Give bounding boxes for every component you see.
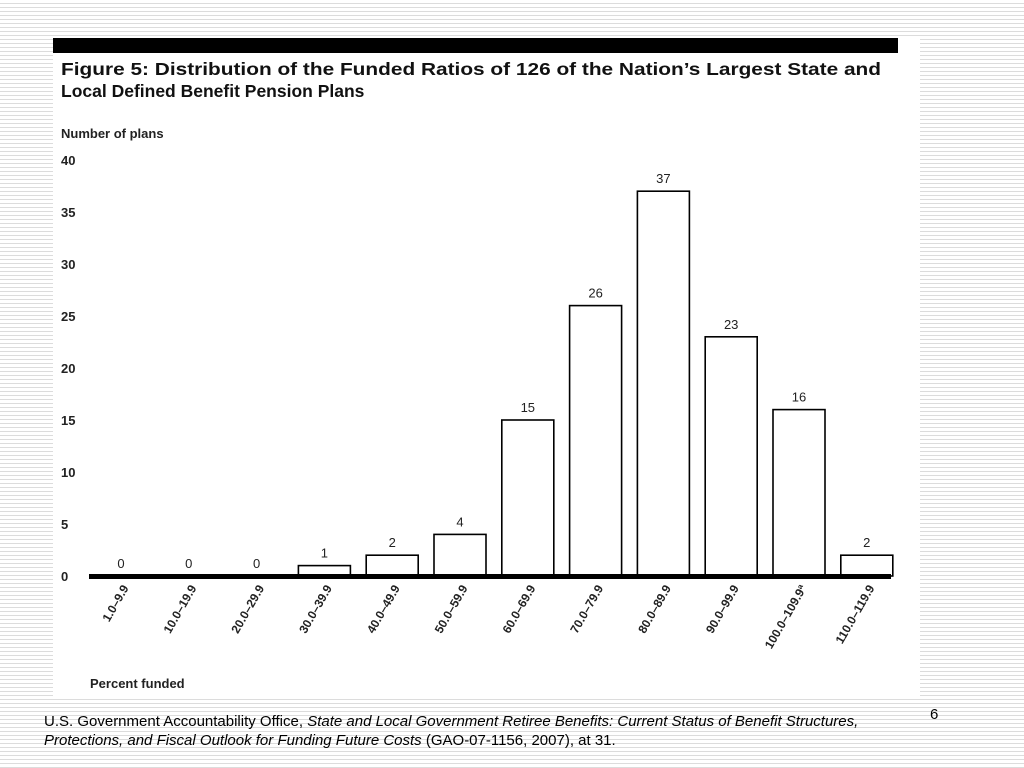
y-tick-label: 20 bbox=[61, 361, 75, 376]
x-axis-ticks: 1.0–9.9 10.0–19.9 20.0–29.9 30.0–39.9 40.0–4… bbox=[99, 582, 877, 651]
bar bbox=[636, 190, 691, 577]
bar bbox=[433, 533, 487, 577]
y-tick-label: 30 bbox=[61, 257, 75, 272]
bar bbox=[772, 408, 826, 577]
bar bbox=[839, 554, 894, 577]
y-tick-label: 25 bbox=[61, 309, 75, 324]
bar bbox=[704, 335, 759, 577]
citation-title: State and Local Government Retiree Benef… bbox=[44, 713, 859, 749]
x-tick-label: 20.0–29.9 bbox=[228, 582, 267, 636]
x-tick-label: 30.0–39.9 bbox=[296, 582, 335, 636]
bar-value-label: 15 bbox=[521, 400, 535, 415]
x-tick-label: 10.0–19.9 bbox=[161, 582, 200, 636]
x-tick-label: 50.0–59.9 bbox=[432, 582, 471, 636]
bar-series bbox=[297, 190, 894, 577]
bar-value-label: 26 bbox=[588, 286, 602, 301]
y-tick-label: 5 bbox=[61, 517, 68, 532]
y-tick-label: 35 bbox=[61, 205, 75, 220]
x-tick-label: 60.0–69.9 bbox=[500, 582, 539, 636]
figure-panel bbox=[53, 38, 920, 698]
y-tick-label: 10 bbox=[61, 465, 75, 480]
y-tick-label: 40 bbox=[61, 153, 75, 168]
y-axis-label: Number of plans bbox=[61, 126, 164, 141]
chart-title-line-2: Local Defined Benefit Pension Plans bbox=[61, 81, 365, 101]
x-tick-label: 100.0–109.9ª bbox=[762, 582, 810, 651]
bar bbox=[365, 554, 420, 577]
bar-value-label: 2 bbox=[389, 535, 396, 550]
x-tick-label: 70.0–79.9 bbox=[567, 582, 606, 636]
y-axis-ticks: 0 5 10 15 20 25 30 35 40 bbox=[61, 153, 75, 584]
bar-value-label: 0 bbox=[185, 556, 192, 571]
chart-title-line-1: Figure 5: Distribution of the Funded Rat… bbox=[61, 59, 881, 79]
bar-value-labels: 0 0 0 1 2 4 15 26 37 23 16 2 bbox=[117, 171, 870, 571]
bar-value-label: 0 bbox=[117, 556, 124, 571]
bar-value-label: 23 bbox=[724, 317, 738, 332]
bar-value-label: 0 bbox=[253, 556, 260, 571]
bar bbox=[568, 304, 623, 577]
bar-value-label: 16 bbox=[792, 390, 806, 405]
x-axis-baseline bbox=[89, 574, 891, 579]
slide-number: 6 bbox=[930, 706, 939, 723]
x-tick-label: 80.0–89.9 bbox=[635, 582, 674, 636]
x-tick-label: 90.0–99.9 bbox=[703, 582, 742, 636]
bar bbox=[500, 419, 555, 577]
citation-suffix: (GAO-07-1156, 2007), at 31. bbox=[421, 732, 616, 749]
bar-value-label: 1 bbox=[321, 546, 328, 561]
source-citation: U.S. Government Accountability Office, S… bbox=[44, 712, 864, 750]
y-tick-label: 0 bbox=[61, 569, 68, 584]
y-tick-label: 15 bbox=[61, 413, 75, 428]
x-tick-label: 1.0–9.9 bbox=[99, 582, 131, 624]
x-tick-label: 40.0–49.9 bbox=[364, 582, 403, 636]
bar-value-label: 2 bbox=[863, 535, 870, 550]
bar-value-label: 37 bbox=[656, 171, 670, 186]
figure-header-bar bbox=[53, 38, 898, 53]
citation-prefix: U.S. Government Accountability Office, bbox=[44, 713, 308, 730]
x-axis-label: Percent funded bbox=[90, 676, 185, 691]
bar-value-label: 4 bbox=[456, 514, 463, 529]
x-tick-label: 110.0–119.9 bbox=[833, 582, 878, 646]
